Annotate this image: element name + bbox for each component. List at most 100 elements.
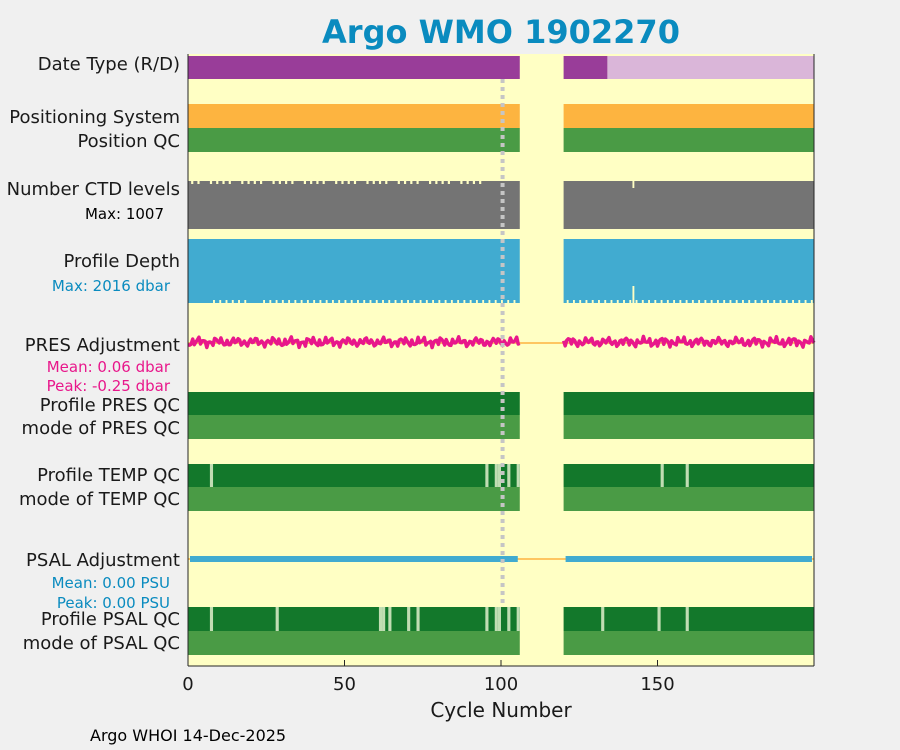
ctd-levels-notch-59	[372, 181, 375, 184]
profile-psal-qc-flag-99	[497, 607, 501, 631]
profile-depth-notch-42	[319, 300, 322, 303]
ctd-levels-notch-79	[435, 181, 438, 184]
profile-depth-notch-135	[610, 300, 613, 303]
profile-depth-notch-76	[425, 300, 428, 303]
footer-credit: Argo WHOI 14-Dec-2025	[90, 726, 286, 745]
ctd-levels-notch-39	[310, 181, 313, 184]
profile-depth-notch-52	[350, 300, 353, 303]
profile-psal-qc-flag-7	[209, 607, 214, 631]
ctd-levels-notch-77	[429, 181, 432, 184]
profile-depth-notch-199	[810, 300, 813, 303]
profile-psal-qc-flag-70	[407, 607, 411, 631]
ctd-levels-notch-63	[385, 181, 388, 184]
ctd-levels-notch-61	[378, 181, 382, 184]
label-profile-pres-qc: Profile PRES QC	[40, 395, 180, 416]
ctd-levels-notch-51	[347, 181, 350, 184]
profile-depth-notch-84	[450, 300, 453, 303]
profile-depth-notch-80	[438, 300, 441, 303]
profile-depth-notch-8	[213, 300, 215, 303]
profile-depth-notch-161	[691, 300, 694, 303]
profile-depth-notch-141	[629, 300, 632, 303]
date-type-bar-segment-2	[563, 56, 608, 79]
profile-depth-notch-32	[288, 300, 291, 303]
mode-psal-qc-bar-segment-1	[188, 631, 520, 655]
ctd-levels-notch-9	[216, 181, 219, 184]
ctd-levels-notch-91	[472, 181, 476, 184]
mode-pres-qc-bar-segment-1	[188, 415, 520, 439]
profile-depth-notch-187	[773, 300, 776, 303]
profile-depth-notch-92	[475, 300, 478, 303]
ctd-levels-notch-53	[353, 181, 357, 184]
ctd-levels-notch-21	[253, 181, 256, 184]
profile-depth-notch-189	[779, 300, 782, 303]
ctd-levels-notch-81	[441, 181, 444, 184]
ctd-levels-notch-49	[341, 181, 344, 184]
profile-pres-qc-bar-segment-1	[188, 392, 520, 415]
profile-depth-notch-167	[710, 300, 713, 303]
date-type-bar-segment-3	[607, 56, 814, 79]
ctd-levels-notch-89	[466, 181, 469, 184]
pres-adjustment-mean-note: Mean: 0.06 dbar	[47, 358, 171, 376]
mode-temp-qc-bar-segment-2	[563, 487, 814, 511]
profile-psal-qc-flag-95	[485, 607, 489, 631]
profile-depth-dip-142	[632, 286, 635, 303]
profile-psal-qc-flag-132	[601, 607, 605, 631]
profile-depth-notch-94	[482, 300, 485, 303]
profile-depth-notch-153	[666, 300, 669, 303]
profile-depth-notch-54	[357, 300, 359, 303]
profile-depth-notch-159	[685, 300, 688, 303]
profile-depth-notch-147	[648, 300, 650, 303]
profile-temp-qc-flag-159	[685, 464, 689, 487]
profile-depth-notch-143	[635, 300, 638, 303]
pres-adjustment-peak-note: Peak: -0.25 dbar	[47, 377, 171, 395]
label-mode-temp-qc: mode of TEMP QC	[19, 489, 180, 510]
x-tick-label-0: 0	[182, 674, 193, 695]
ctd-levels-notch-67	[397, 181, 400, 184]
profile-psal-qc-flag-28	[275, 607, 279, 631]
x-axis-label: Cycle Number	[430, 698, 572, 722]
positioning-system-bar-segment-2	[563, 104, 814, 128]
profile-depth-notch-177	[742, 300, 744, 303]
profile-depth-notch-48	[338, 300, 341, 303]
profile-depth-notch-40	[313, 300, 316, 303]
profile-depth-notch-26	[269, 300, 272, 303]
profile-depth-notch-34	[294, 300, 297, 303]
profile-depth-notch-193	[792, 300, 794, 303]
label-mode-pres-qc: mode of PRES QC	[22, 418, 180, 439]
profile-psal-qc-flag-102	[507, 607, 511, 631]
x-tick-label-100: 100	[484, 674, 518, 695]
psal-adjustment-series-1	[190, 556, 518, 562]
label-ctd-levels: Number CTD levels	[7, 179, 180, 200]
profile-depth-notch-195	[798, 300, 801, 303]
chart-marks	[187, 56, 816, 655]
profile-depth-notch-24	[263, 300, 265, 303]
ctd-levels-notch-69	[403, 181, 407, 184]
ctd-levels-dip-142	[632, 181, 635, 188]
profile-depth-notch-183	[760, 300, 763, 303]
profile-psal-qc-flag-159	[685, 607, 689, 631]
profile-depth-notch-14	[231, 300, 234, 303]
profile-temp-qc-flag-102	[507, 464, 511, 487]
ctd-levels-notch-93	[479, 181, 482, 184]
profile-depth-notch-90	[469, 300, 472, 303]
profile-depth-notch-30	[281, 300, 284, 303]
profile-depth-notch-131	[598, 300, 600, 303]
ctd-levels-notch-41	[316, 181, 319, 184]
profile-psal-qc-flag-62	[382, 607, 386, 631]
ctd-levels-notch-47	[335, 181, 338, 184]
profile-depth-notch-121	[566, 300, 569, 303]
ctd-levels-notch-33	[291, 181, 294, 184]
x-tick-label-50: 50	[333, 674, 356, 695]
ctd-levels-notch-29	[278, 181, 281, 184]
profile-depth-notch-129	[591, 300, 594, 303]
profile-temp-qc-flag-95	[485, 464, 489, 487]
profile-depth-notch-151	[660, 300, 663, 303]
profile-psal-qc-flag-105	[516, 607, 520, 631]
ctd-levels-notch-7	[209, 181, 213, 184]
profile-depth-bar-segment-2	[563, 239, 814, 303]
ctd-levels-notch-83	[447, 181, 450, 184]
profile-temp-qc-flag-151	[660, 464, 664, 487]
profile-depth-notch-191	[785, 300, 788, 303]
profile-depth-notch-10	[219, 300, 222, 303]
